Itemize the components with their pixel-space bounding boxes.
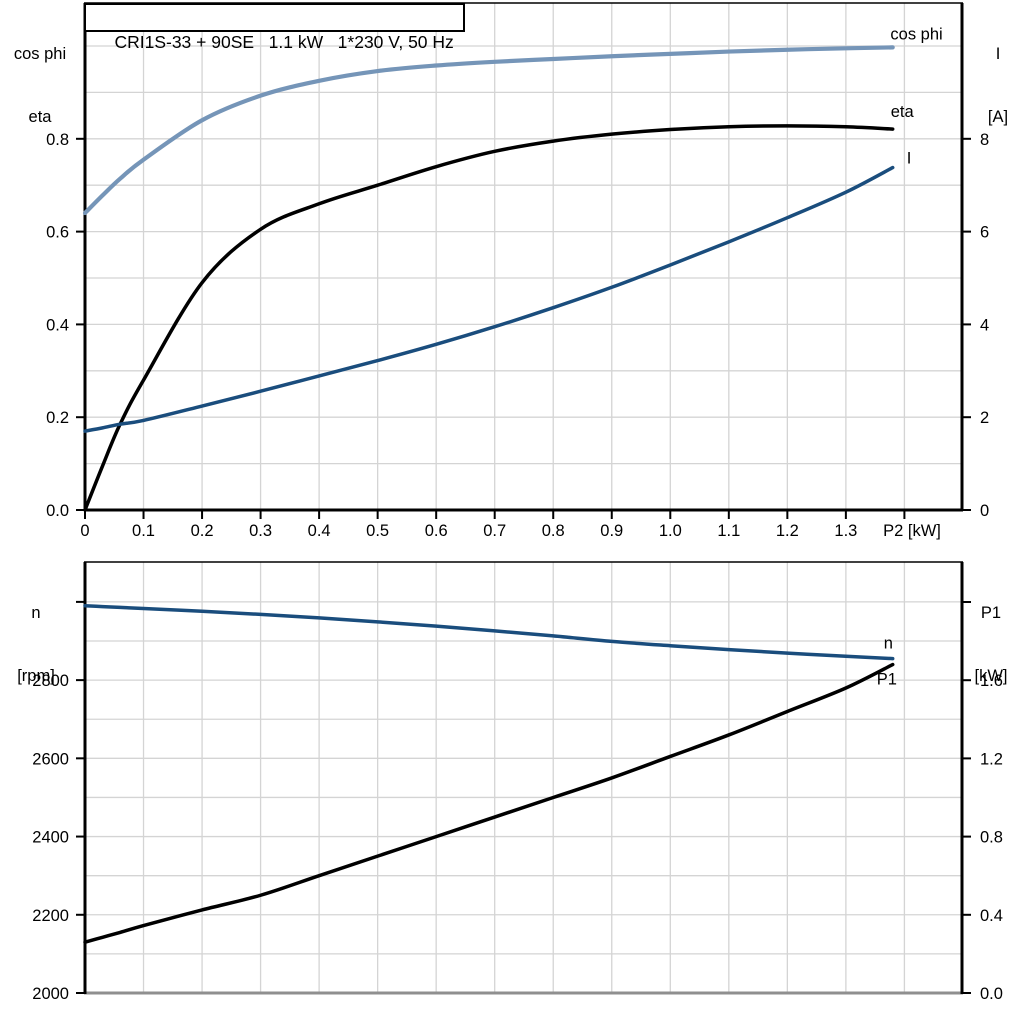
bottom-left-axis-label: n [rpm] — [6, 561, 66, 729]
top-right-axis-label: I [A] — [974, 2, 1022, 170]
curve-label-p1: P1 — [877, 671, 897, 689]
current-axis-label: I — [995, 45, 1001, 63]
curve-eta — [83, 124, 895, 512]
right-tick-label: 1.6 — [980, 672, 1003, 690]
right-tick-label: 6 — [980, 224, 989, 242]
left-tick-label: 2600 — [32, 750, 69, 768]
left-tick-label: 0.2 — [46, 409, 69, 427]
right-tick-label: 4 — [980, 316, 989, 334]
x-tick-label: 1.0 — [659, 522, 682, 540]
x-tick-label: 0.6 — [425, 522, 448, 540]
power-axis-unit: [kW] — [974, 667, 1008, 685]
x-tick-label: 0.5 — [366, 522, 389, 540]
left-tick-label: 2800 — [32, 672, 69, 690]
x-tick-label: 0.7 — [483, 522, 506, 540]
curve-label-i: I — [907, 150, 912, 168]
left-tick-label: 2400 — [32, 829, 69, 847]
chart-title-box: CRI1S-33 + 90SE 1.1 kW 1*230 V, 50 Hz — [84, 3, 465, 52]
left-tick-label: 0.4 — [46, 316, 69, 334]
x-tick-label: 1.2 — [776, 522, 799, 540]
left-tick-label: 0.6 — [46, 224, 69, 242]
curve-i — [83, 165, 895, 433]
curve-label-eta: eta — [891, 103, 915, 121]
left-tick-label: 2200 — [32, 907, 69, 925]
left-tick-label: 2000 — [32, 985, 69, 1003]
right-tick-label: 0.8 — [980, 829, 1003, 847]
right-tick-label: 0.0 — [980, 985, 1003, 1003]
curve-label-cos-phi: cos phi — [890, 25, 942, 43]
x-tick-label: 0.2 — [191, 522, 214, 540]
chart-title: CRI1S-33 + 90SE 1.1 kW 1*230 V, 50 Hz — [114, 32, 454, 52]
x-tick-label: 0.8 — [542, 522, 565, 540]
right-tick-label: 0 — [980, 502, 989, 520]
x-tick-label: 0 — [80, 522, 89, 540]
cos-phi-axis-label: cos phi — [13, 45, 67, 63]
curve-p1 — [83, 662, 895, 944]
x-tick-label: 0.9 — [600, 522, 623, 540]
top-left-axis-label: cos phi eta — [2, 2, 78, 170]
right-tick-label: 8 — [980, 131, 989, 149]
speed-axis-unit: [rpm] — [17, 667, 55, 685]
left-tick-label: 0.0 — [46, 502, 69, 520]
right-tick-label: 2 — [980, 409, 989, 427]
right-tick-label: 0.4 — [980, 907, 1003, 925]
x-tick-label: 0.1 — [132, 522, 155, 540]
x-tick-label: 1.1 — [717, 522, 740, 540]
curve-n — [83, 604, 895, 661]
current-axis-unit: [A] — [987, 108, 1009, 126]
bottom-right-axis-label: P1 [kW] — [962, 561, 1020, 729]
bottom-chart-panel: 2000 2200 2400 2600 2800 0.0 0.4 0.8 1.2 1.6 n P1 — [32, 561, 1003, 1003]
power-axis-label: P1 — [980, 604, 1002, 622]
right-tick-label: 1.2 — [980, 750, 1003, 768]
x-axis-title: P2 [kW] — [883, 522, 941, 540]
x-tick-label: 0.4 — [308, 522, 331, 540]
curve-cos-phi — [82, 45, 895, 216]
x-tick-label: 1.3 — [834, 522, 857, 540]
left-tick-label: 0.8 — [46, 131, 69, 149]
speed-axis-label: n — [31, 604, 41, 622]
eta-axis-label: eta — [28, 108, 52, 126]
curve-label-n: n — [884, 635, 893, 653]
x-tick-label: 0.3 — [249, 522, 272, 540]
top-chart-panel: 0.0 0.2 0.4 0.6 0.8 0 2 4 6 8 0 0.1 0.2 0.3 0.4 0.5 0.6 0… — [46, 2, 989, 540]
